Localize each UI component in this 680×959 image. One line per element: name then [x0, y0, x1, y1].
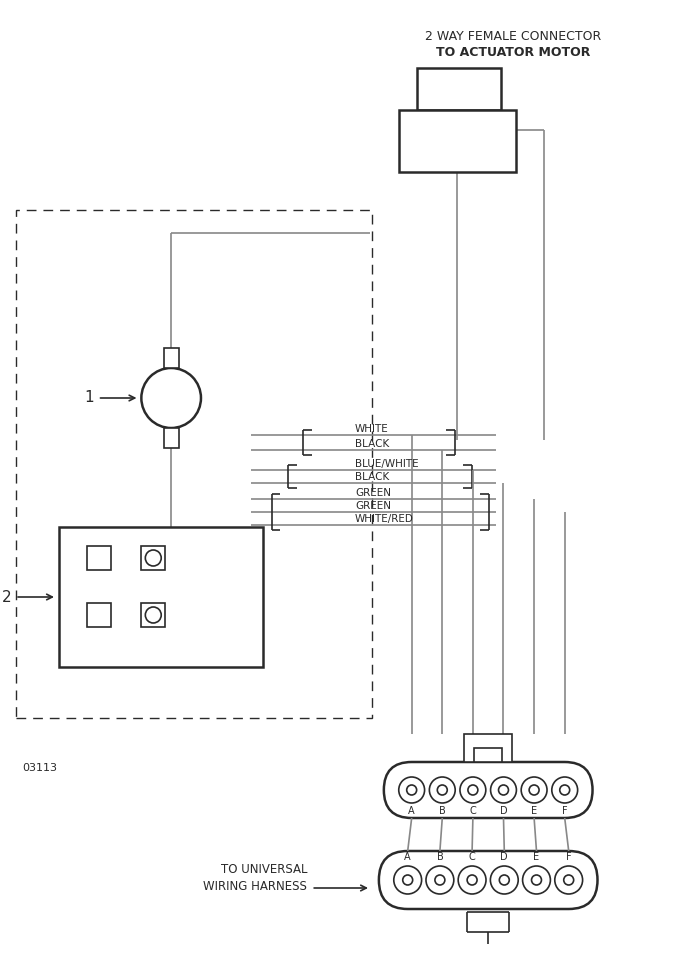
Circle shape [458, 866, 486, 894]
Text: BLACK: BLACK [355, 439, 389, 449]
Text: B: B [437, 852, 443, 862]
Bar [86, 603, 111, 627]
Text: 03113: 03113 [22, 763, 57, 773]
Circle shape [551, 777, 577, 803]
Circle shape [426, 866, 454, 894]
FancyBboxPatch shape [384, 762, 592, 818]
Text: TO ACTUATOR MOTOR: TO ACTUATOR MOTOR [437, 46, 591, 59]
Bar [141, 546, 165, 570]
Text: TO UNIVERSAL
WIRING HARNESS: TO UNIVERSAL WIRING HARNESS [203, 863, 307, 893]
Bar [141, 603, 165, 627]
Bar [164, 428, 179, 448]
Circle shape [141, 368, 201, 428]
Bar [474, 748, 502, 762]
Text: F: F [562, 806, 568, 816]
Text: 2 WAY FEMALE CONNECTOR: 2 WAY FEMALE CONNECTOR [426, 30, 602, 43]
Bar [86, 546, 111, 570]
Text: BLACK: BLACK [355, 472, 389, 482]
Circle shape [490, 866, 518, 894]
Text: GREEN: GREEN [355, 488, 391, 498]
Text: B: B [439, 806, 445, 816]
Text: A: A [409, 806, 415, 816]
Text: A: A [405, 852, 411, 862]
Circle shape [460, 777, 486, 803]
Bar [417, 68, 501, 110]
Text: F: F [566, 852, 571, 862]
Circle shape [429, 777, 455, 803]
Text: GREEN: GREEN [355, 501, 391, 511]
Text: 2: 2 [1, 590, 11, 604]
Circle shape [521, 777, 547, 803]
Circle shape [394, 866, 422, 894]
Circle shape [555, 866, 583, 894]
Bar [164, 348, 179, 368]
Text: C: C [469, 852, 475, 862]
Text: D: D [500, 852, 508, 862]
Text: E: E [531, 806, 537, 816]
Circle shape [490, 777, 516, 803]
Text: WHITE/RED: WHITE/RED [355, 514, 414, 524]
Text: C: C [469, 806, 476, 816]
FancyBboxPatch shape [379, 851, 598, 909]
Text: BLUE/WHITE: BLUE/WHITE [355, 459, 419, 469]
Text: 1: 1 [84, 390, 94, 406]
Bar [398, 110, 516, 172]
Bar [16, 210, 372, 718]
Text: E: E [533, 852, 539, 862]
Bar [59, 527, 262, 667]
Bar [464, 734, 512, 762]
Circle shape [522, 866, 550, 894]
Circle shape [398, 777, 424, 803]
Text: D: D [500, 806, 507, 816]
Text: WHITE: WHITE [355, 424, 389, 434]
